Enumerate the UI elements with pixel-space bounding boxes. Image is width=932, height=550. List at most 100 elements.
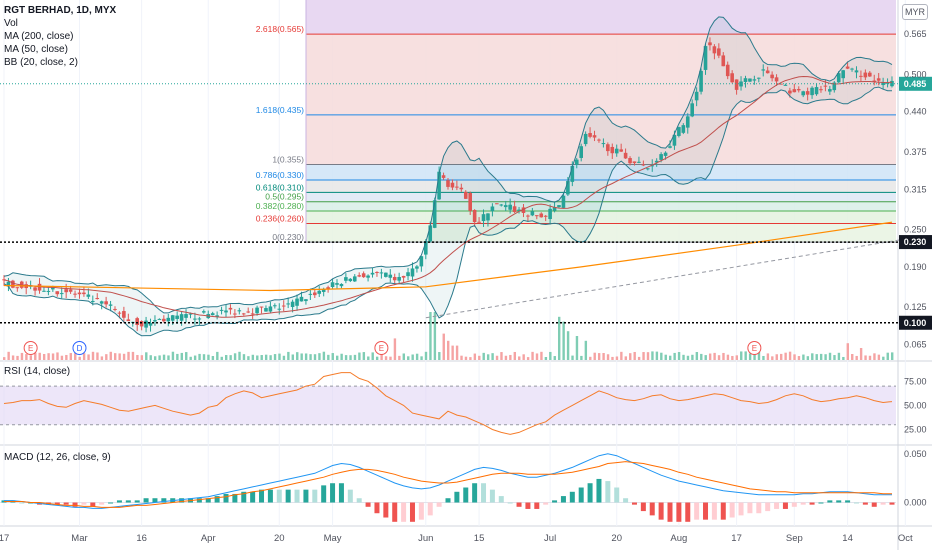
fib-level-label: 0.382(0.280): [256, 201, 304, 211]
macd-histogram-bar: [587, 483, 593, 503]
candle-body: [761, 69, 766, 71]
volume-bar: [167, 355, 170, 360]
macd-histogram-bar: [738, 502, 744, 516]
macd-histogram-bar: [782, 502, 788, 509]
currency-badge[interactable]: MYR: [902, 4, 928, 20]
volume-bar: [757, 351, 761, 360]
candle-body: [481, 214, 486, 222]
volume-bar: [464, 356, 468, 360]
volume-bar: [176, 353, 179, 360]
candle-body: [317, 290, 322, 294]
candle-body: [91, 300, 95, 302]
candle-body: [77, 292, 82, 295]
volume-bar: [735, 355, 738, 360]
volume-bar: [495, 355, 499, 360]
macd-histogram-bar: [250, 491, 256, 503]
candle-body: [64, 289, 68, 293]
candle-body: [419, 256, 424, 267]
macd-histogram-bar: [720, 502, 726, 520]
candle-body: [308, 293, 313, 295]
candle-body: [286, 303, 290, 305]
candle-body: [406, 272, 410, 277]
macd-histogram-bar: [116, 500, 122, 503]
candle-body: [392, 276, 397, 281]
candle-body: [99, 301, 104, 304]
volume-bar: [731, 355, 734, 360]
volume-bar: [673, 352, 676, 360]
candle-body: [250, 313, 255, 315]
price-axis-label: 0.190: [904, 262, 927, 272]
macd-histogram-bar: [889, 502, 895, 505]
price-line-tag: [899, 235, 932, 250]
volume-bar: [87, 354, 90, 360]
candle-body: [521, 207, 526, 213]
macd-histogram-bar: [72, 502, 78, 507]
candle-body: [526, 215, 530, 217]
macd-histogram-bar: [205, 498, 211, 503]
candle-body: [233, 313, 237, 315]
volume-bar: [371, 352, 374, 360]
time-axis-label: 14: [842, 533, 853, 544]
candle-body: [361, 273, 366, 278]
volume-bar: [491, 353, 494, 360]
macd-histogram-bar: [134, 500, 140, 503]
volume-bar: [20, 352, 24, 360]
fib-zone: [306, 164, 896, 180]
volume-bar: [620, 351, 623, 360]
macd-histogram-bar: [774, 502, 780, 509]
legend-bollinger[interactable]: BB (20, close, 2): [4, 57, 78, 68]
candle-body: [281, 305, 286, 307]
candle-body: [352, 276, 357, 282]
candle-body: [814, 87, 819, 95]
candle-body: [646, 168, 650, 170]
candle-body: [2, 279, 6, 281]
volume-bar: [695, 352, 699, 360]
candle-body: [863, 72, 868, 78]
fib-level-label: 1.618(0.435): [256, 105, 304, 115]
volume-bar: [677, 352, 681, 360]
candle-body: [401, 275, 406, 278]
volume-bar: [473, 353, 477, 360]
candle-body: [721, 55, 726, 67]
macd-histogram-bar: [596, 478, 602, 503]
candle-body: [15, 287, 20, 289]
volume-bar: [185, 352, 188, 360]
legend-ma200[interactable]: MA (200, close): [4, 31, 74, 42]
candle-body: [641, 164, 646, 166]
volume-bar: [535, 353, 539, 360]
candle-body: [357, 275, 361, 277]
price-line-value: 0.100: [904, 318, 927, 328]
candle-body: [104, 301, 108, 305]
macd-pane-title[interactable]: MACD (12, 26, close, 9): [4, 452, 111, 463]
macd-histogram-bar: [285, 489, 291, 503]
volume-bar: [82, 353, 86, 360]
volume-bar: [549, 351, 552, 360]
macd-histogram-bar: [845, 500, 851, 503]
volume-bar: [362, 352, 366, 360]
candle-body: [170, 315, 175, 321]
legend-ma50[interactable]: MA (50, close): [4, 44, 68, 55]
candle-body: [535, 215, 539, 217]
fib-level-label: 0.236(0.260): [256, 213, 304, 223]
macd-histogram-bar: [54, 502, 60, 505]
volume-bar: [393, 338, 397, 360]
legend-volume[interactable]: Vol: [4, 18, 18, 29]
volume-bar: [322, 351, 326, 360]
candle-body: [495, 203, 499, 205]
volume-bar: [562, 321, 565, 360]
candle-body: [681, 125, 686, 133]
macd-histogram-bar: [809, 502, 815, 505]
volume-bar: [553, 356, 556, 360]
candle-body: [748, 78, 752, 82]
rsi-pane-title[interactable]: RSI (14, close): [4, 366, 71, 377]
candle-body: [672, 134, 677, 146]
volume-bar: [846, 343, 849, 360]
candle-body: [561, 195, 566, 208]
volume-bar: [16, 355, 19, 360]
macd-histogram-bar: [143, 498, 149, 503]
macd-histogram-bar: [534, 502, 540, 509]
volume-bar: [726, 354, 730, 360]
macd-histogram-bar: [374, 502, 380, 514]
